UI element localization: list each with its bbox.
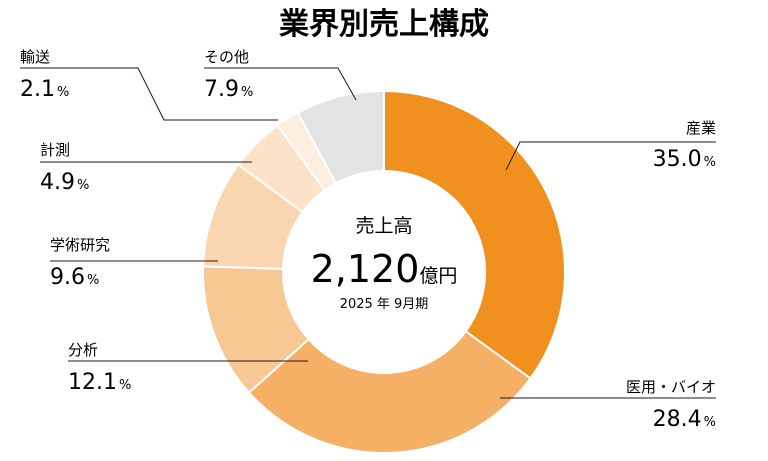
slice-labels: 産業 35.0 % 医用・バイオ 28.4 % 分析 12.1 % 学術研究 9.6 % 計測 4.9 % 輸… [20, 48, 716, 432]
slice-label-7: その他 [204, 48, 249, 66]
slice-2 [247, 329, 532, 454]
leader-line-1 [505, 141, 716, 171]
slice-value-7: 7.9% [204, 77, 253, 102]
center-total-value: 2,120 [311, 247, 420, 291]
slice-value-3: 12.1% [68, 370, 131, 395]
leader-line-6 [20, 67, 278, 121]
slice-1 [383, 89, 566, 380]
slice-label-3: 分析 [68, 341, 98, 359]
chart-title: 業界別売上構成 [279, 7, 489, 42]
slice-label-5: 計測 [40, 141, 70, 159]
leader-lines [20, 67, 716, 399]
center-total: 2,120億円 [311, 247, 458, 291]
center-caption: 売上高 [355, 215, 412, 237]
slice-value-6: 2.1% [20, 77, 69, 102]
slice-value-1: 35.0% [653, 147, 716, 172]
slice-value-5: 4.9% [40, 170, 89, 195]
slice-label-4: 学術研究 [50, 236, 110, 254]
leader-line-7 [204, 67, 357, 101]
slice-label-6: 輸送 [20, 48, 50, 66]
slice-value-2: 28.4% [653, 407, 716, 432]
donut-slices [202, 89, 566, 454]
center-total-unit: 億円 [419, 265, 457, 287]
donut-center: 売上高 2,120億円 2025 年 9月期 [311, 215, 458, 312]
slice-value-4: 9.6% [50, 265, 99, 290]
slice-label-2: 医用・バイオ [626, 378, 716, 396]
center-date: 2025 年 9月期 [340, 297, 429, 312]
slice-label-1: 産業 [686, 119, 716, 137]
slice-7 [296, 89, 385, 185]
